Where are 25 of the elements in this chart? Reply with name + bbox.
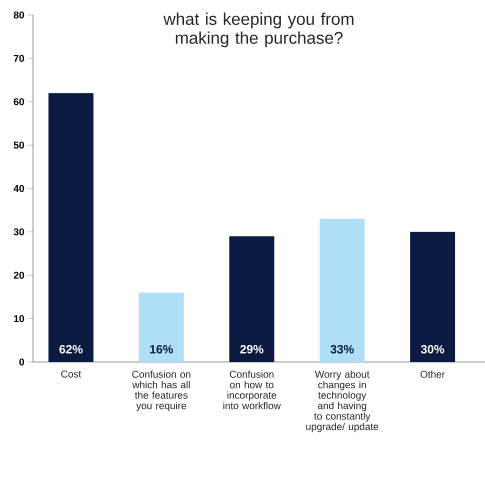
- data-label: 33%: [330, 345, 354, 354]
- bar: [229, 236, 274, 362]
- data-label: 30%: [420, 345, 444, 354]
- x-tick-label: Cost: [61, 370, 82, 378]
- y-tick-label: 60: [14, 98, 24, 106]
- chart-title: what is keeping you from making the purchase?: [163, 12, 354, 48]
- data-label: 62%: [59, 345, 83, 354]
- bar: [320, 218, 365, 362]
- data-label: 16%: [150, 345, 174, 354]
- y-tick-label: 10: [14, 315, 24, 322]
- y-tick-label: 70: [14, 54, 24, 62]
- y-tick-label: 20: [14, 272, 24, 279]
- bar: [410, 232, 456, 362]
- data-label: 29%: [240, 345, 264, 354]
- x-tick-label: Other: [420, 370, 445, 378]
- x-tick-label: Confusion on which has all the features you require: [132, 370, 190, 412]
- y-tick-label: 50: [14, 142, 24, 149]
- y-tick-label: 0: [19, 358, 24, 366]
- bar: [138, 292, 184, 362]
- y-tick-label: 80: [14, 11, 24, 19]
- x-tick-label: Confusion on how to incorporate into workflow: [223, 370, 281, 410]
- y-tick-label: 30: [14, 228, 24, 236]
- x-tick-label: Worry about changes in technology and having to constantly upgrade/ update: [306, 370, 378, 432]
- bar: [48, 93, 94, 362]
- y-tick-label: 40: [14, 184, 24, 192]
